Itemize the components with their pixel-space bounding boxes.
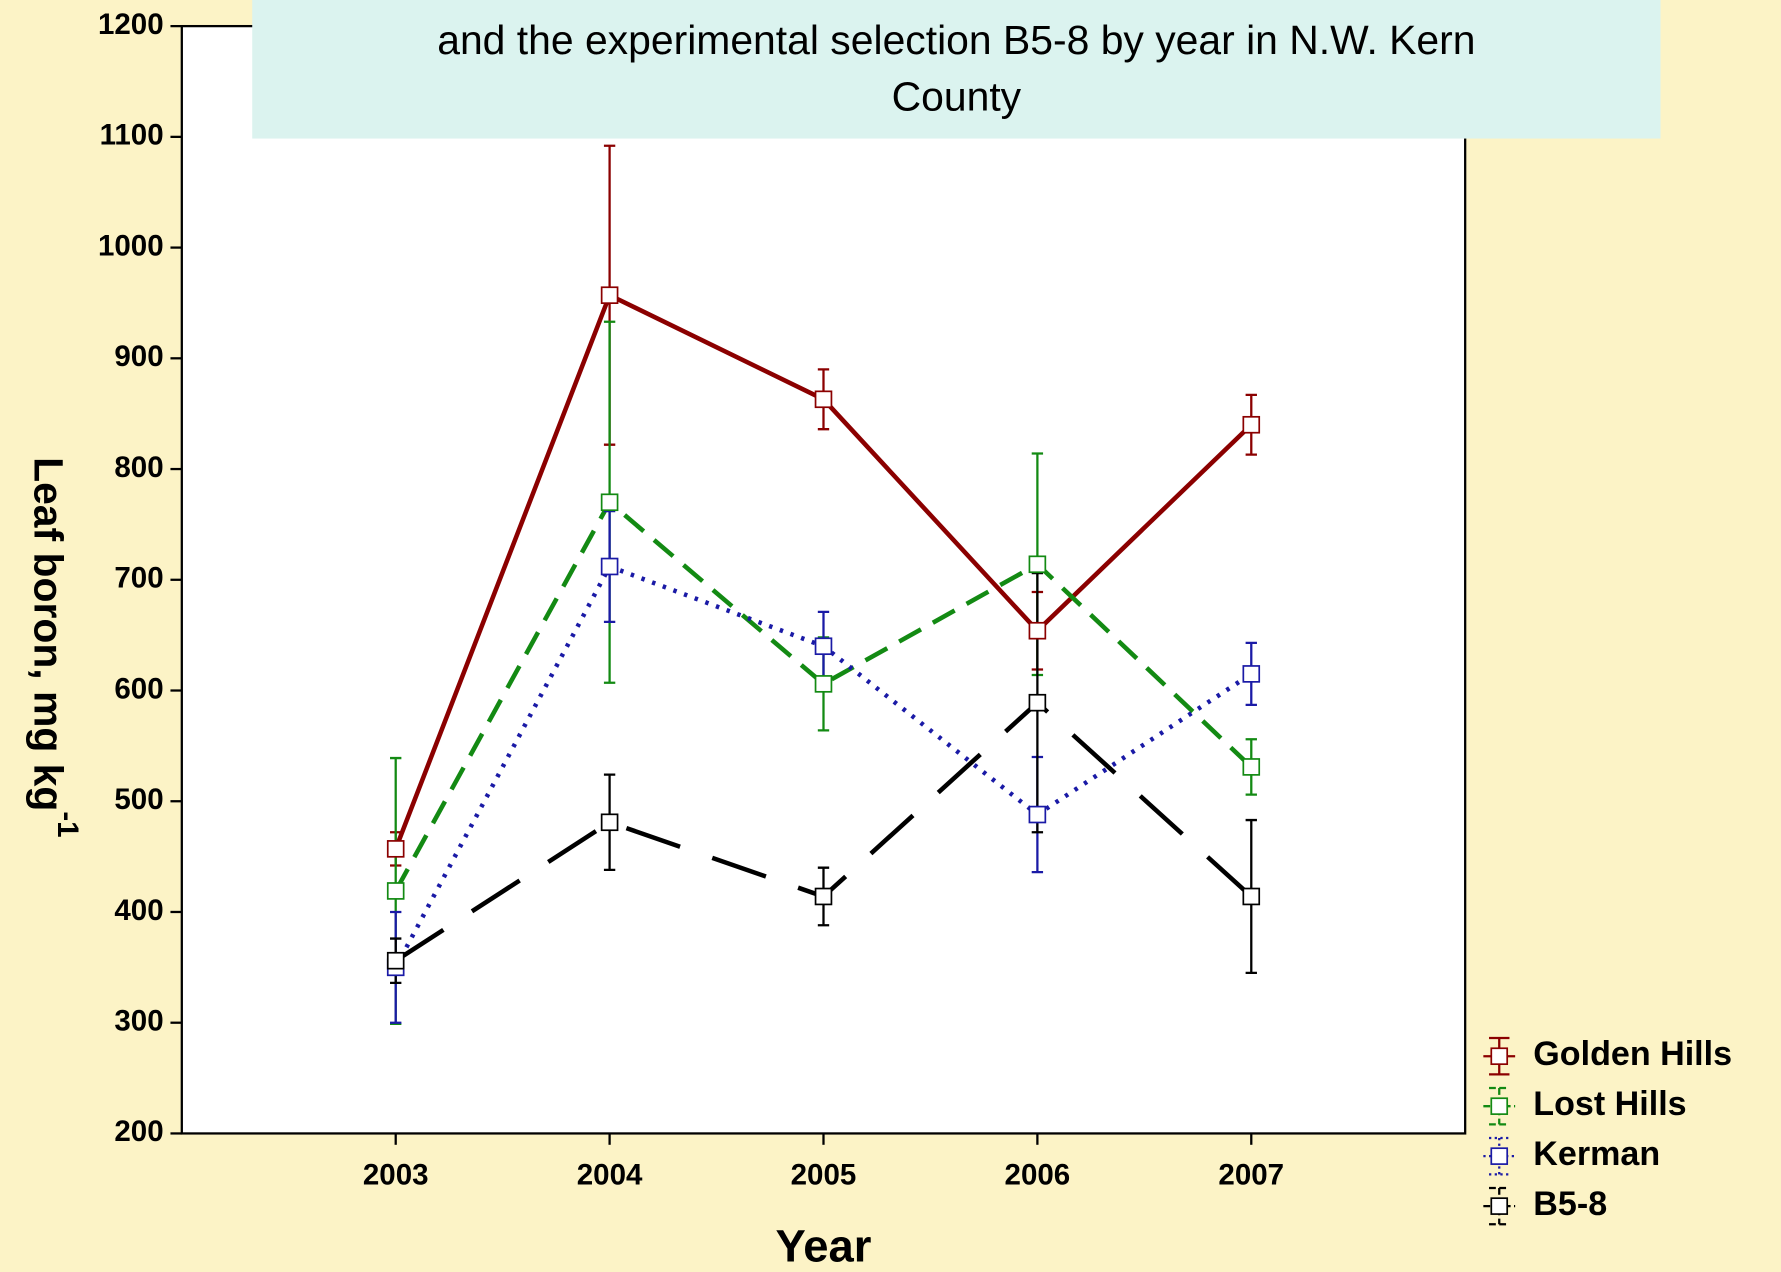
legend-marker — [1490, 1197, 1509, 1215]
y-tick-label: 500 — [114, 783, 163, 816]
point — [1242, 887, 1261, 906]
series-line — [393, 498, 1253, 893]
point — [600, 813, 619, 832]
plot-area — [180, 24, 1467, 1135]
legend-label: Lost Hills — [1533, 1085, 1686, 1123]
y-tick-label: 1200 — [98, 8, 164, 41]
point — [1242, 665, 1261, 683]
point — [1028, 693, 1047, 712]
y-axis-label: Leaf boron, mg kg-1 — [26, 457, 84, 838]
y-tick-label: 200 — [114, 1115, 163, 1148]
point — [386, 840, 405, 858]
legend-label: B5-8 — [1533, 1185, 1607, 1223]
point — [814, 390, 833, 409]
point — [1028, 621, 1047, 640]
point — [814, 887, 833, 906]
point — [600, 493, 619, 512]
y-tick-label: 400 — [114, 894, 163, 927]
y-tick-label: 300 — [114, 1005, 163, 1038]
point — [386, 951, 405, 970]
chart-title: and the experimental selection B5-8 by y… — [437, 17, 1475, 63]
point — [814, 675, 833, 693]
legend-label: Kerman — [1533, 1135, 1660, 1173]
point — [1028, 555, 1047, 574]
x-axis-label: Year — [776, 1220, 872, 1271]
y-tick-label: 700 — [114, 562, 163, 595]
point — [600, 557, 619, 576]
x-tick-label: 2005 — [791, 1158, 857, 1191]
x-tick-label: 2004 — [577, 1158, 643, 1191]
y-axis-label-text: Leaf boron, mg kg — [26, 457, 72, 811]
y-axis-label-superscript: -1 — [51, 811, 84, 837]
chart-title: County — [892, 74, 1022, 120]
point — [814, 637, 833, 656]
y-tick-label: 800 — [114, 451, 163, 484]
point — [1028, 805, 1047, 824]
y-tick-label: 1100 — [100, 119, 164, 152]
point — [1242, 758, 1261, 776]
point — [1242, 415, 1261, 434]
x-tick-label: 2003 — [363, 1158, 429, 1191]
y-tick-label: 600 — [114, 672, 163, 705]
legend-marker — [1490, 1047, 1509, 1066]
legend-label: Golden Hills — [1533, 1035, 1732, 1073]
title-box — [252, 0, 1661, 139]
legend-marker — [1490, 1147, 1509, 1165]
point — [386, 882, 405, 900]
point — [600, 286, 619, 305]
y-tick-label: 900 — [114, 340, 163, 373]
x-tick-label: 2006 — [1005, 1158, 1071, 1191]
y-tick-label: 1000 — [98, 229, 164, 262]
x-tick-label: 2007 — [1218, 1158, 1284, 1191]
legend-marker — [1490, 1097, 1509, 1115]
